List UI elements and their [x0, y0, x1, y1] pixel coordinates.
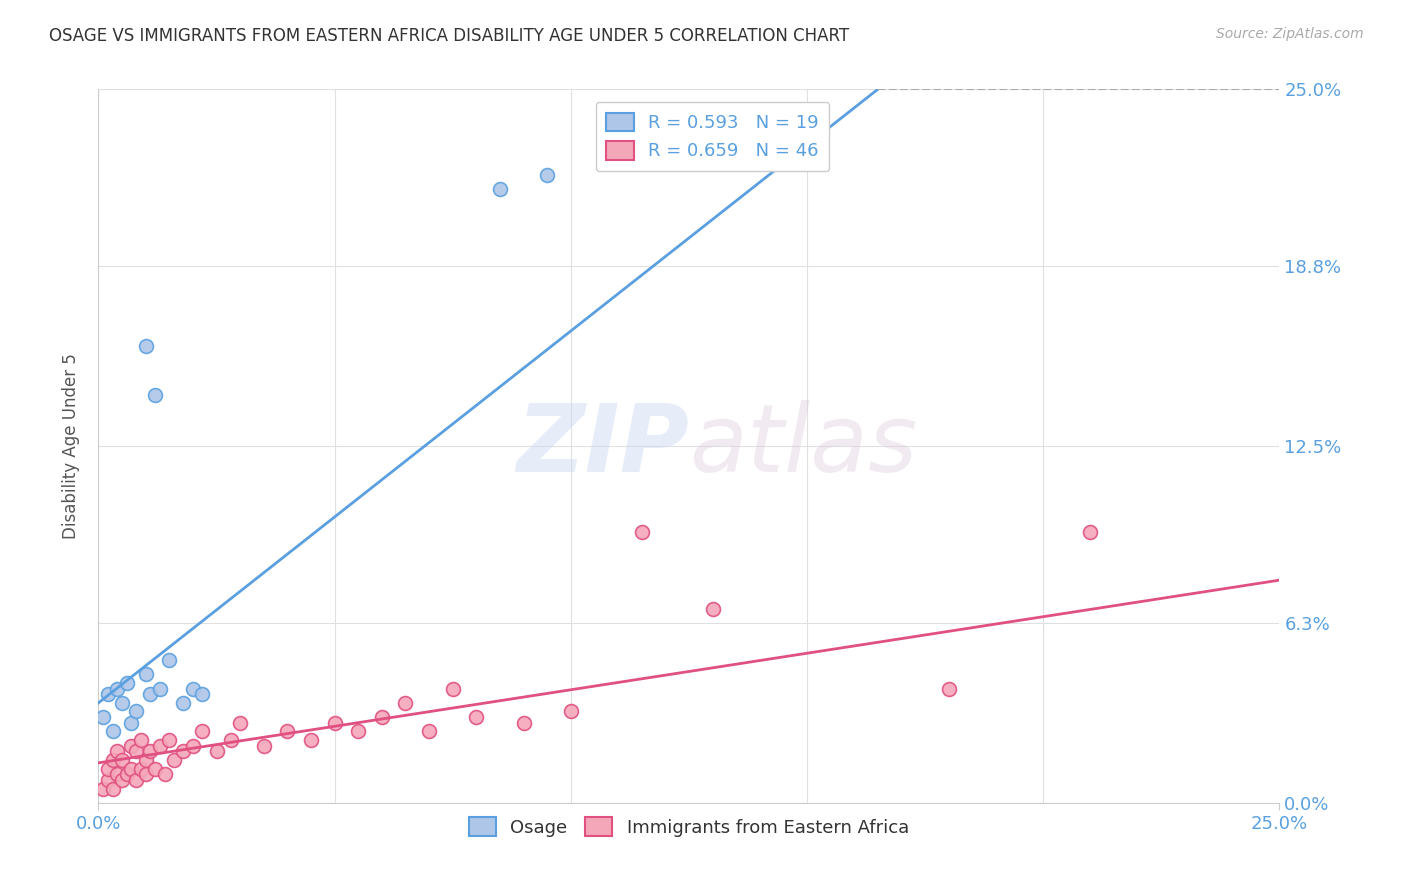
Point: [163, 753, 186, 767]
Point: [139, 687, 162, 701]
Point: [394, 696, 416, 710]
Point: [111, 696, 134, 710]
Point: [135, 767, 157, 781]
Point: [371, 710, 394, 724]
Point: [97, 772, 120, 787]
Point: [347, 724, 370, 739]
Point: [630, 524, 652, 539]
Point: [121, 739, 143, 753]
Point: [191, 724, 214, 739]
Point: [219, 733, 242, 747]
Point: [149, 681, 172, 696]
Point: [181, 739, 204, 753]
Point: [135, 339, 157, 353]
Point: [181, 681, 204, 696]
Point: [157, 733, 180, 747]
Point: [105, 681, 128, 696]
Point: [105, 767, 128, 781]
Point: [115, 767, 138, 781]
Point: [702, 601, 724, 615]
Point: [101, 724, 124, 739]
Point: [125, 705, 148, 719]
Point: [97, 762, 120, 776]
Point: [135, 753, 157, 767]
Point: [276, 724, 298, 739]
Point: [253, 739, 276, 753]
Point: [149, 739, 172, 753]
Point: [157, 653, 180, 667]
Point: [91, 710, 114, 724]
Point: [125, 744, 148, 758]
Point: [560, 705, 582, 719]
Point: [441, 681, 464, 696]
Point: [129, 733, 152, 747]
Point: [143, 762, 166, 776]
Text: ZIP: ZIP: [516, 400, 689, 492]
Legend: Osage, Immigrants from Eastern Africa: Osage, Immigrants from Eastern Africa: [461, 810, 917, 844]
Y-axis label: Disability Age Under 5: Disability Age Under 5: [62, 353, 80, 539]
Point: [143, 387, 166, 401]
Point: [111, 772, 134, 787]
Point: [97, 687, 120, 701]
Point: [101, 753, 124, 767]
Point: [135, 667, 157, 681]
Point: [125, 772, 148, 787]
Point: [489, 182, 512, 196]
Point: [121, 762, 143, 776]
Point: [129, 762, 152, 776]
Point: [536, 168, 558, 182]
Text: atlas: atlas: [689, 401, 917, 491]
Point: [111, 753, 134, 767]
Point: [465, 710, 488, 724]
Point: [299, 733, 322, 747]
Point: [101, 781, 124, 796]
Point: [172, 744, 194, 758]
Point: [191, 687, 214, 701]
Text: OSAGE VS IMMIGRANTS FROM EASTERN AFRICA DISABILITY AGE UNDER 5 CORRELATION CHART: OSAGE VS IMMIGRANTS FROM EASTERN AFRICA …: [49, 27, 849, 45]
Point: [105, 744, 128, 758]
Point: [115, 676, 138, 690]
Point: [205, 744, 228, 758]
Point: [1080, 524, 1102, 539]
Point: [91, 781, 114, 796]
Point: [172, 696, 194, 710]
Point: [139, 744, 162, 758]
Point: [153, 767, 176, 781]
Point: [418, 724, 440, 739]
Text: Source: ZipAtlas.com: Source: ZipAtlas.com: [1216, 27, 1364, 41]
Point: [121, 715, 143, 730]
Point: [323, 715, 346, 730]
Point: [229, 715, 252, 730]
Point: [938, 681, 960, 696]
Point: [512, 715, 534, 730]
